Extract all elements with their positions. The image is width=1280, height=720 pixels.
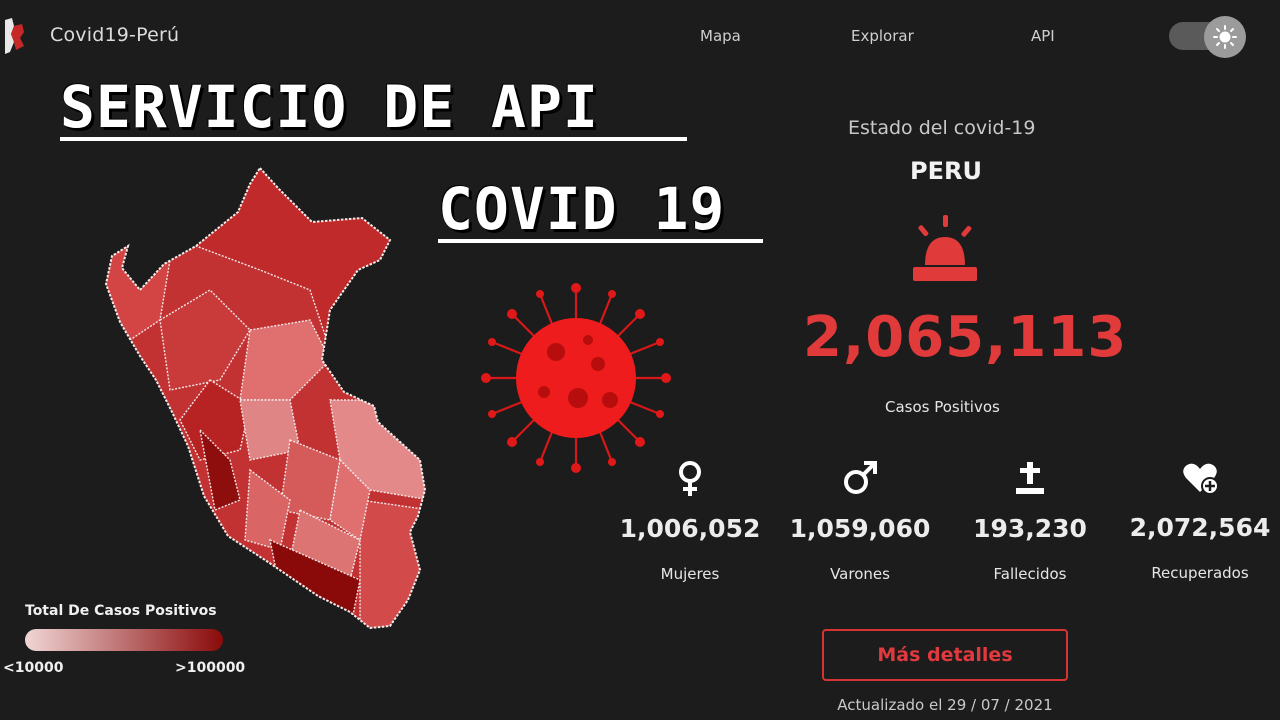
legend-max-label: >100000 [175, 660, 246, 676]
metric-fallecidos [940, 458, 1120, 498]
theme-toggle-knob[interactable] [1204, 16, 1246, 58]
metric-recuperados [1110, 458, 1280, 498]
metric-fallecidos-value: 193,230 [973, 514, 1087, 543]
metric-varones-label: Varones [830, 565, 890, 583]
positive-cases-label: Casos Positivos [885, 398, 1000, 416]
metric-mujeres [600, 458, 780, 498]
brand-logo[interactable] [2, 16, 30, 56]
status-caption: Estado del covid-19 [848, 117, 1036, 139]
last-updated: Actualizado el 29 / 07 / 2021 [837, 696, 1053, 714]
metric-mujeres-label: Mujeres [660, 565, 720, 583]
brand-name[interactable]: Covid19-Perú [50, 24, 180, 46]
metric-mujeres-value: 1,006,052 [619, 514, 761, 543]
metric-recuperados-value: 2,072,564 [1129, 513, 1271, 542]
title-underline-1 [60, 137, 687, 141]
title-underline-2 [438, 239, 763, 243]
legend-min-label: <10000 [3, 660, 64, 676]
positive-cases-value: 2,065,113 [803, 305, 1128, 370]
sun-icon [1213, 25, 1237, 49]
male-icon [844, 461, 877, 494]
female-icon [679, 461, 701, 496]
overlay-title-line2: COVID 19 [438, 175, 726, 243]
heart-plus-icon [1183, 463, 1219, 495]
legend-title: Total De Casos Positivos [25, 603, 217, 619]
overlay-title-line1: SERVICIO DE API [60, 73, 599, 141]
metric-recuperados-label: Recuperados [1151, 564, 1249, 582]
more-details-button[interactable]: Más detalles [822, 629, 1068, 681]
metric-varones [770, 458, 950, 498]
virus-icon [481, 283, 671, 473]
metric-fallecidos-label: Fallecidos [993, 565, 1067, 583]
nav-link-mapa[interactable]: Mapa [700, 27, 741, 45]
metric-varones-value: 1,059,060 [789, 514, 931, 543]
siren-icon [913, 215, 977, 281]
country-name: PERU [910, 157, 982, 185]
legend-gradient-bar [25, 629, 223, 651]
nav-link-explorar[interactable]: Explorar [851, 27, 914, 45]
grave-cross-icon [1016, 462, 1044, 494]
peru-map[interactable] [100, 160, 430, 635]
nav-link-api[interactable]: API [1031, 27, 1055, 45]
